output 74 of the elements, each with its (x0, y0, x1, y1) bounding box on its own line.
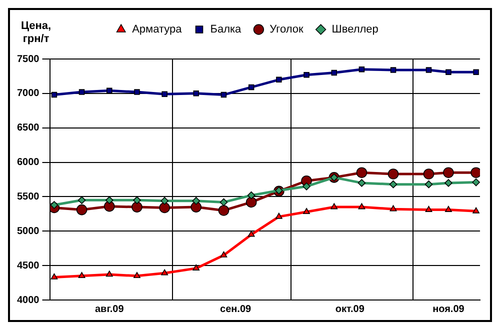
y-tick-label: 4500 (16, 260, 40, 272)
y-axis-title: Цена, грн/т (20, 20, 52, 46)
point (247, 191, 256, 200)
legend-label: Уголок (270, 24, 304, 36)
y-tick-label: 6000 (16, 157, 40, 168)
point (133, 196, 141, 204)
point (162, 91, 168, 97)
point (190, 202, 202, 212)
point (423, 168, 434, 180)
legend-label: Швеллер (332, 24, 378, 36)
point (50, 201, 58, 209)
point (425, 206, 432, 212)
point (445, 206, 452, 212)
point (78, 89, 85, 95)
point (358, 179, 366, 187)
y-tick-label: 5500 (16, 191, 40, 202)
point (388, 168, 399, 180)
legend-label: Балка (210, 24, 242, 36)
point (248, 84, 254, 90)
point (78, 272, 86, 278)
point (446, 69, 452, 75)
x-tick-label: сен.09 (220, 304, 252, 315)
point (161, 269, 168, 276)
y-tick-label: 4000 (16, 294, 40, 306)
point (472, 178, 480, 186)
point (330, 203, 338, 210)
y-tick-label: 6500 (16, 122, 40, 134)
point (220, 92, 227, 98)
point (275, 212, 282, 219)
point (390, 67, 396, 73)
point (473, 69, 479, 75)
point (160, 196, 168, 205)
point (389, 180, 398, 188)
point (356, 167, 368, 178)
x-tick-label: авг.09 (94, 304, 124, 315)
point (246, 196, 257, 208)
point (51, 92, 58, 98)
point (426, 67, 432, 73)
point (331, 70, 337, 76)
point (304, 72, 310, 78)
point (106, 270, 113, 277)
point (134, 272, 140, 278)
point (358, 66, 365, 72)
point (134, 89, 140, 95)
point (104, 200, 115, 212)
point (132, 202, 142, 212)
point (192, 264, 200, 270)
y-tick-label: 7500 (16, 54, 40, 65)
point (78, 196, 86, 204)
legend-label: Арматура (132, 24, 183, 36)
point (159, 202, 170, 214)
point (358, 203, 366, 210)
point (390, 205, 397, 212)
point (276, 76, 282, 83)
point (220, 251, 228, 258)
point (443, 167, 454, 178)
point (275, 186, 283, 194)
y-tick-label: 5000 (16, 226, 40, 237)
y-tick-label: 7000 (16, 88, 40, 100)
point (248, 230, 255, 237)
point (220, 198, 228, 206)
point (76, 204, 88, 216)
x-tick-label: ноя.09 (432, 304, 465, 315)
point (50, 273, 58, 280)
point (192, 196, 200, 205)
point (302, 182, 310, 190)
point (303, 208, 310, 214)
point (424, 180, 433, 188)
x-tick-label: окт.09 (335, 304, 365, 315)
point (105, 196, 114, 204)
point (444, 179, 452, 187)
point (472, 207, 480, 214)
point (218, 205, 230, 216)
point (193, 90, 199, 96)
